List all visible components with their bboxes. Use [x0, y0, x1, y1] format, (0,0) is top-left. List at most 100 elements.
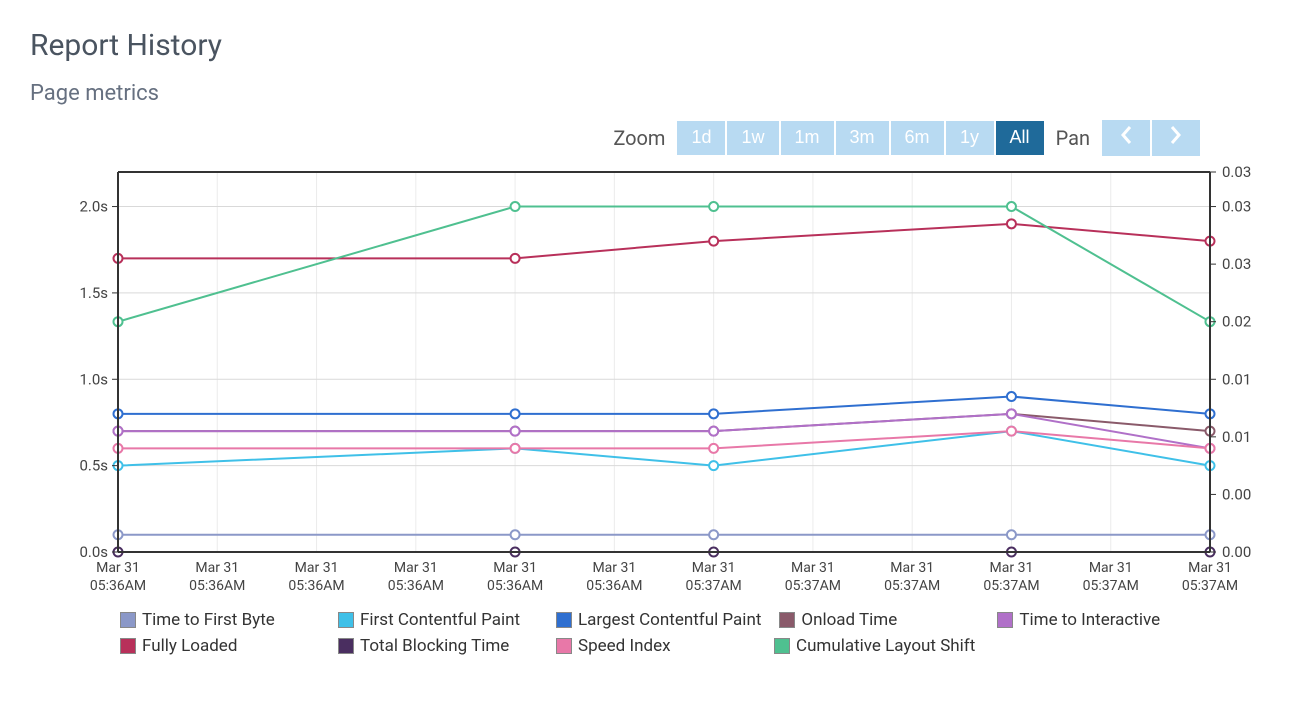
y-right-tick-label: 0.00	[1222, 543, 1251, 561]
legend-label: Time to Interactive	[1019, 610, 1160, 630]
zoom-button-6m[interactable]: 6m	[891, 121, 944, 155]
legend-swatch	[556, 638, 572, 654]
zoom-button-3m[interactable]: 3m	[836, 121, 889, 155]
legend-label: Speed Index	[578, 636, 671, 656]
x-tick-label: 05:37AM	[785, 578, 841, 594]
x-tick-label: 05:36AM	[586, 578, 642, 594]
chevron-right-icon	[1169, 125, 1183, 151]
x-tick-label: Mar 31	[195, 560, 239, 576]
series-marker	[1007, 530, 1016, 539]
chart-legend: Time to First Byte First Contentful Paint…	[30, 602, 1230, 656]
series-marker	[1007, 427, 1016, 436]
series-marker	[511, 409, 520, 418]
x-tick-label: Mar 31	[592, 560, 636, 576]
legend-swatch	[556, 612, 572, 628]
zoom-button-1y[interactable]: 1y	[946, 121, 994, 155]
pan-left-button[interactable]	[1102, 120, 1150, 156]
legend-swatch	[338, 638, 354, 654]
series-marker	[511, 202, 520, 211]
x-tick-label: 05:37AM	[884, 578, 940, 594]
legend-item[interactable]: Fully Loaded	[120, 636, 320, 656]
x-tick-label: 05:36AM	[288, 578, 344, 594]
series-marker	[709, 530, 718, 539]
legend-label: Fully Loaded	[142, 636, 237, 656]
series-marker	[709, 202, 718, 211]
y-right-tick-label: 0.00	[1222, 485, 1251, 503]
series-marker	[1007, 392, 1016, 401]
y-left-tick-label: 2.0s	[79, 198, 108, 216]
y-right-tick-label: 0.02	[1222, 313, 1251, 331]
y-right-tick-label: 0.01	[1222, 428, 1251, 446]
x-tick-label: Mar 31	[493, 560, 537, 576]
x-tick-label: Mar 31	[791, 560, 835, 576]
legend-label: Largest Contentful Paint	[578, 610, 761, 630]
x-tick-label: Mar 31	[692, 560, 736, 576]
x-tick-label: 05:36AM	[388, 578, 444, 594]
legend-item[interactable]: Largest Contentful Paint	[556, 610, 761, 630]
zoom-label: Zoom	[613, 126, 665, 150]
x-tick-label: 05:36AM	[487, 578, 543, 594]
zoom-button-1w[interactable]: 1w	[727, 121, 778, 155]
x-tick-label: 05:37AM	[1182, 578, 1238, 594]
series-marker	[511, 254, 520, 263]
x-tick-label: 05:37AM	[983, 578, 1039, 594]
series-marker	[709, 409, 718, 418]
x-tick-label: Mar 31	[394, 560, 438, 576]
metrics-chart[interactable]: 0.0s 0.5s 1.0s 1.5s 2.0s 0.00 0.00 0.01 0.01 0.02…	[30, 162, 1270, 602]
legend-swatch	[779, 612, 795, 628]
y-right-tick-label: 0.03	[1222, 198, 1251, 216]
legend-label: Total Blocking Time	[360, 636, 509, 656]
y-left-tick-label: 0.0s	[79, 543, 108, 561]
legend-swatch	[120, 638, 136, 654]
series-marker	[709, 461, 718, 470]
legend-swatch	[338, 612, 354, 628]
zoom-button-all[interactable]: All	[996, 121, 1044, 155]
series-marker	[709, 444, 718, 453]
legend-label: Time to First Byte	[142, 610, 275, 630]
pan-right-button[interactable]	[1152, 120, 1200, 156]
chart-controls: Zoom 1d1w1m3m6m1yAll Pan	[30, 120, 1270, 156]
y-left-tick-label: 1.0s	[79, 370, 108, 388]
series-marker	[511, 427, 520, 436]
series-marker	[1007, 219, 1016, 228]
x-tick-label: Mar 31	[1188, 560, 1232, 576]
x-tick-label: Mar 31	[295, 560, 339, 576]
legend-swatch	[774, 638, 790, 654]
x-tick-label: 05:37AM	[686, 578, 742, 594]
y-left-tick-label: 0.5s	[79, 457, 108, 475]
y-right-tick-label: 0.03	[1222, 255, 1251, 273]
x-tick-label: 05:37AM	[1083, 578, 1139, 594]
legend-item[interactable]: Time to First Byte	[120, 610, 320, 630]
legend-label: First Contentful Paint	[360, 610, 520, 630]
legend-item[interactable]: Time to Interactive	[997, 610, 1197, 630]
series-marker	[1007, 202, 1016, 211]
series-marker	[1007, 409, 1016, 418]
series-marker	[709, 237, 718, 246]
legend-item[interactable]: Total Blocking Time	[338, 636, 538, 656]
legend-swatch	[997, 612, 1013, 628]
legend-label: Onload Time	[801, 610, 897, 630]
x-tick-label: Mar 31	[890, 560, 934, 576]
legend-item[interactable]: First Contentful Paint	[338, 610, 538, 630]
legend-item[interactable]: Onload Time	[779, 610, 979, 630]
pan-button-group	[1102, 120, 1200, 156]
page-title: Report History	[30, 28, 1270, 63]
y-right-tick-label: 0.01	[1222, 370, 1251, 388]
legend-swatch	[120, 612, 136, 628]
x-tick-label: Mar 31	[96, 560, 140, 576]
page-subtitle: Page metrics	[30, 81, 1270, 106]
x-tick-label: Mar 31	[1089, 560, 1133, 576]
zoom-button-1m[interactable]: 1m	[781, 121, 834, 155]
series-marker	[511, 530, 520, 539]
y-left-tick-label: 1.5s	[79, 284, 108, 302]
y-right-tick-label: 0.03	[1222, 163, 1251, 181]
series-marker	[709, 427, 718, 436]
x-tick-label: 05:36AM	[189, 578, 245, 594]
legend-item[interactable]: Speed Index	[556, 636, 756, 656]
x-tick-label: Mar 31	[990, 560, 1034, 576]
zoom-button-1d[interactable]: 1d	[677, 121, 725, 155]
legend-label: Cumulative Layout Shift	[796, 636, 975, 656]
zoom-button-group: 1d1w1m3m6m1yAll	[677, 121, 1043, 155]
legend-item[interactable]: Cumulative Layout Shift	[774, 636, 975, 656]
x-tick-label: 05:36AM	[90, 578, 146, 594]
